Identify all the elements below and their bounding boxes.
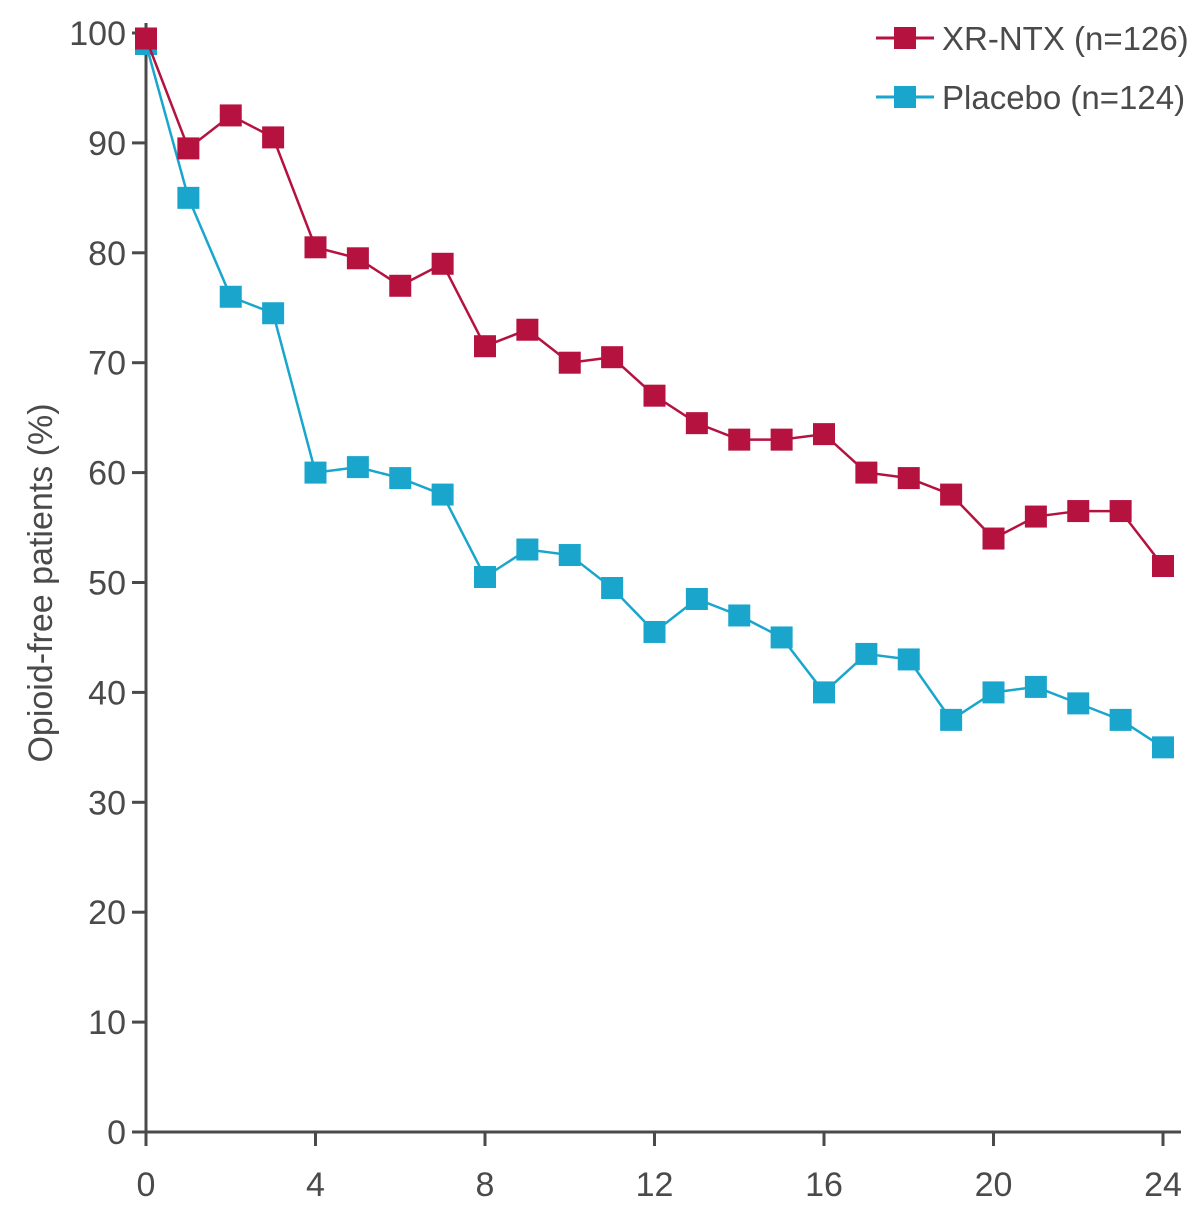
x-tick-label: 4 (306, 1166, 325, 1204)
data-point-marker (770, 428, 793, 451)
y-axis-ticks: 0 10 20 30 40 50 60 70 80 90 100 (69, 15, 146, 1152)
data-point-marker (558, 351, 581, 374)
y-tick-label: 20 (88, 894, 126, 932)
data-point-marker (982, 681, 1005, 704)
legend-label: XR-NTX (n=126) (942, 20, 1189, 57)
y-tick-label: 100 (69, 15, 126, 53)
axes (144, 23, 1181, 1134)
x-axis-ticks: 0 4 8 12 16 20 24 (137, 1132, 1182, 1204)
data-point-marker (177, 137, 200, 160)
data-point-marker (1109, 708, 1132, 731)
legend: XR-NTX (n=126) Placebo (n=124) (876, 20, 1189, 116)
data-point-marker (389, 274, 412, 297)
data-point-marker (474, 335, 496, 358)
data-point-marker (431, 483, 454, 506)
data-point-marker (855, 461, 878, 484)
data-point-marker (346, 247, 369, 270)
data-point-marker (1024, 505, 1047, 528)
series-line (144, 38, 1164, 567)
data-point-marker (262, 126, 285, 149)
data-point-marker (601, 346, 624, 369)
x-tick-label: 24 (1144, 1166, 1182, 1204)
data-point-marker (1109, 500, 1132, 523)
data-point-marker (558, 544, 581, 567)
data-point-marker (1152, 736, 1174, 759)
y-tick-label: 0 (107, 1114, 126, 1152)
data-point-marker (601, 576, 624, 599)
data-point-marker (516, 318, 539, 341)
data-point-marker (685, 412, 708, 435)
legend-marker (894, 27, 916, 49)
data-point-marker (897, 467, 920, 490)
x-tick-label: 16 (805, 1166, 843, 1204)
data-point-marker (304, 236, 327, 259)
data-point-marker (346, 456, 369, 479)
y-tick-label: 90 (88, 125, 126, 163)
x-tick-label: 0 (137, 1166, 156, 1204)
legend-label: Placebo (n=124) (942, 79, 1185, 116)
y-axis-title: Opioid-free patients (%) (22, 403, 60, 762)
data-point-marker (389, 467, 412, 490)
data-point-marker (685, 587, 708, 610)
x-tick-label: 12 (636, 1166, 674, 1204)
data-point-marker (304, 461, 327, 484)
data-point-marker (1152, 555, 1174, 578)
legend-marker (894, 86, 916, 108)
x-tick-label: 20 (975, 1166, 1013, 1204)
data-point-marker (474, 566, 496, 589)
data-point-marker (897, 648, 920, 671)
y-tick-label: 50 (88, 565, 126, 603)
series (135, 27, 1174, 578)
data-point-marker (855, 642, 878, 665)
data-point-marker (1067, 692, 1090, 715)
data-point-marker (728, 428, 751, 451)
data-point-marker (219, 104, 242, 127)
y-tick-label: 40 (88, 674, 126, 712)
y-tick-label: 80 (88, 235, 126, 273)
data-point-marker (516, 538, 539, 561)
series (135, 32, 1174, 759)
data-point-marker (431, 252, 454, 275)
data-point-marker (135, 27, 157, 50)
data-point-marker (1067, 500, 1090, 523)
data-point-marker (940, 483, 963, 506)
y-tick-label: 60 (88, 455, 126, 493)
y-tick-label: 30 (88, 784, 126, 822)
y-tick-label: 70 (88, 345, 126, 383)
x-tick-label: 8 (476, 1166, 495, 1204)
data-point-marker (770, 626, 793, 649)
series-layer (135, 27, 1174, 759)
data-point-marker (177, 186, 200, 209)
data-point-marker (643, 384, 666, 407)
data-point-marker (813, 423, 835, 446)
data-point-marker (940, 708, 963, 731)
y-tick-label: 10 (88, 1004, 126, 1042)
data-point-marker (813, 681, 835, 704)
data-point-marker (982, 527, 1005, 550)
legend-item: Placebo (n=124) (876, 79, 1185, 116)
data-point-marker (262, 302, 285, 325)
data-point-marker (728, 604, 751, 627)
legend-item: XR-NTX (n=126) (876, 20, 1189, 57)
data-point-marker (643, 620, 666, 643)
data-point-marker (219, 285, 242, 308)
data-point-marker (1024, 675, 1047, 698)
